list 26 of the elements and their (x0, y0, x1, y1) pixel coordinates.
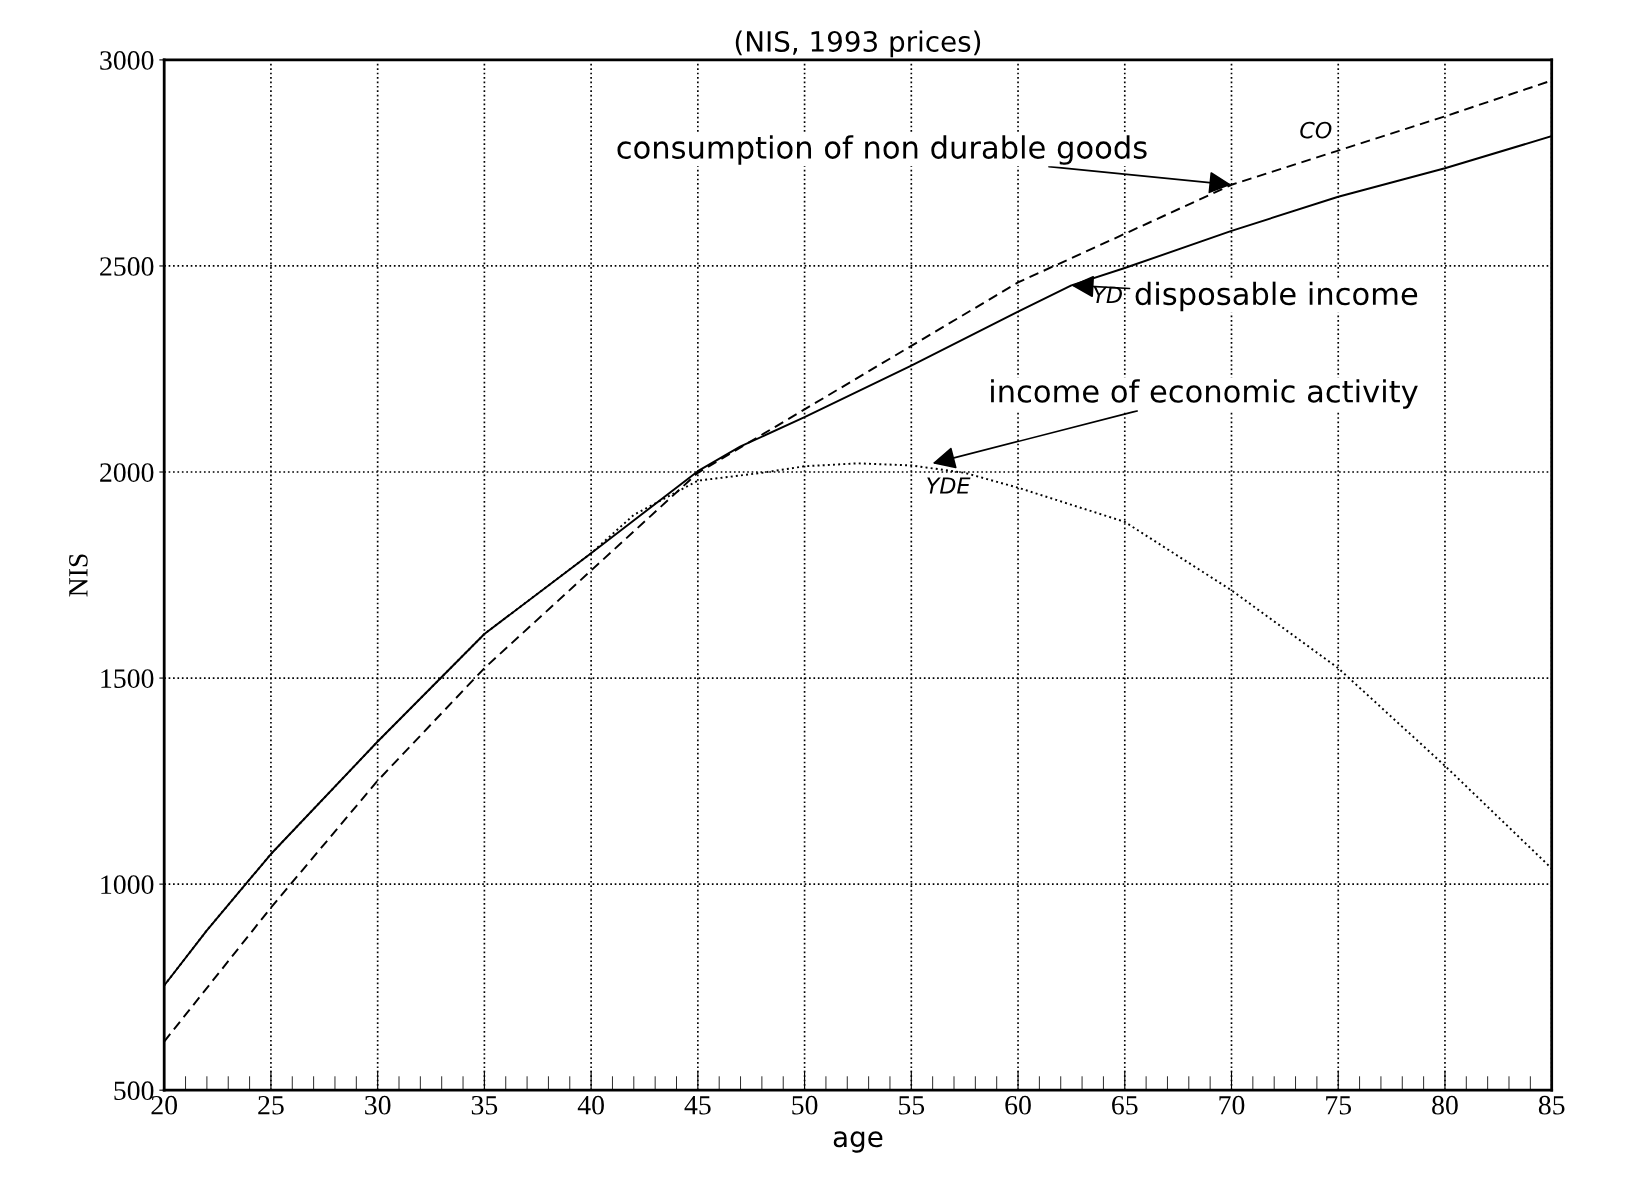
x-tick-label: 25 (258, 1095, 284, 1115)
x-tick-label: 40 (577, 1095, 604, 1115)
x-tick-label: 65 (1112, 1095, 1138, 1115)
annotation: YDE (927, 477, 971, 494)
y-tick-label: 2000 (100, 463, 154, 482)
x-tick-label: 60 (1005, 1095, 1031, 1115)
y-tick-label: 1500 (101, 669, 154, 688)
x-tick-label: 80 (1432, 1095, 1458, 1115)
chart-subtitle: (NIS, 1993 prices) (735, 30, 981, 58)
x-tick-label: 70 (1219, 1095, 1245, 1115)
y-axis-title: NIS (69, 554, 88, 597)
x-tick-label: 50 (792, 1095, 818, 1115)
y-tick-label: 2500 (100, 257, 154, 276)
x-tick-label: 85 (1538, 1095, 1565, 1115)
x-tick-label: 45 (684, 1096, 711, 1115)
annotation: CO (1300, 121, 1332, 139)
x-axis-title: age (833, 1131, 883, 1153)
x-tick-label: 30 (365, 1095, 391, 1115)
annotation: income of economic activity (991, 379, 1418, 409)
y-tick-label: 1000 (101, 875, 154, 895)
annotation: disposable income (1135, 281, 1418, 312)
annotation: consumption of non durable goods (617, 135, 1147, 165)
x-tick-label: 75 (1326, 1096, 1352, 1115)
x-tick-label: 55 (899, 1096, 925, 1115)
y-tick-label: 3000 (100, 51, 154, 70)
x-tick-label: 35 (471, 1095, 498, 1115)
